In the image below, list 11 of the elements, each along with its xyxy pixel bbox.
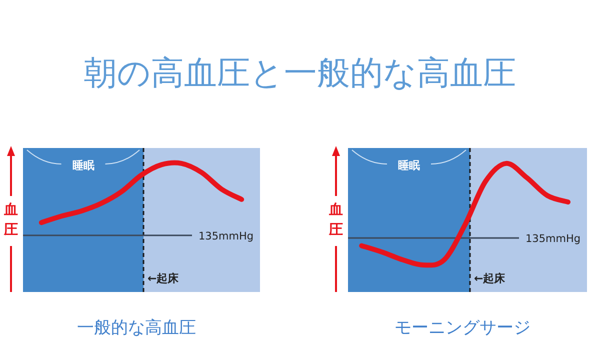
annotation: 睡眠	[398, 159, 420, 172]
text: モーニングサージ	[394, 318, 530, 338]
y-axis-title: 血圧	[3, 202, 18, 238]
ref-line-label: 135mmHg	[525, 233, 581, 245]
annotation: ←起床	[148, 272, 180, 285]
text: 一般的な高血圧	[77, 318, 196, 338]
chart-subtitle: 朝の高血圧と一般的な高血圧	[84, 53, 516, 92]
annotation: 睡眠	[72, 159, 94, 172]
annotation: ←起床	[474, 272, 506, 285]
y-axis-title: 血圧	[328, 202, 343, 238]
ref-line-label: 135mmHg	[198, 230, 254, 242]
